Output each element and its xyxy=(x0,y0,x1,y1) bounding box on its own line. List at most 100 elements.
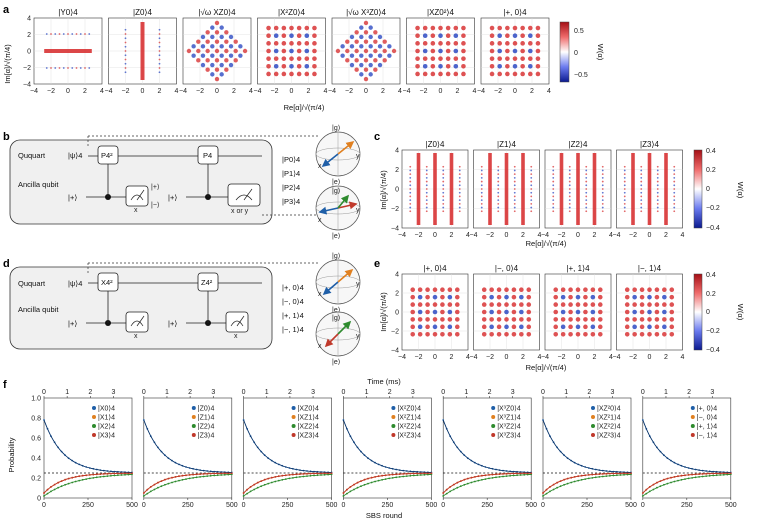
x-tick-label: 0 xyxy=(505,354,509,361)
wigner-blob xyxy=(512,71,518,77)
wigner-blob xyxy=(480,184,483,187)
wigner-blob xyxy=(289,33,294,38)
legend-marker xyxy=(92,406,96,410)
wigner-blob xyxy=(673,206,676,209)
wigner-blob xyxy=(445,71,451,77)
wigner-blob xyxy=(425,206,428,209)
wigner-blob xyxy=(432,294,438,300)
top-tick-label: 3 xyxy=(411,389,415,396)
wigner-blob xyxy=(354,39,359,44)
wigner-blob xyxy=(505,41,510,46)
wigner-blob xyxy=(58,33,61,35)
wigner-blob xyxy=(481,324,487,330)
wigner-blob xyxy=(647,153,652,225)
wigner-blob xyxy=(281,41,287,46)
wigner-blob xyxy=(512,33,518,38)
x-tick-label: 2 xyxy=(232,88,236,95)
panel-a-label: a xyxy=(3,4,10,16)
x-tick-label: 250 xyxy=(681,502,693,509)
y-tick-label: 0 xyxy=(395,310,399,317)
wigner-blob xyxy=(158,58,161,61)
wigner-blob xyxy=(513,191,516,194)
top-tick-label: 1 xyxy=(65,389,69,396)
wigner-blob xyxy=(519,287,524,293)
wigner-blob xyxy=(359,25,364,30)
bloch-sphere-b-bottom: |g⟩ |e⟩ x y xyxy=(315,185,361,240)
wigner-blob xyxy=(158,54,161,57)
wigner-blob xyxy=(440,309,445,315)
legend-marker xyxy=(191,424,196,428)
x-tick-label: −2 xyxy=(47,88,55,95)
wigner-blob xyxy=(304,41,310,46)
wigner-blob xyxy=(281,56,287,61)
wigner-blob xyxy=(520,64,525,69)
wigner-blob xyxy=(458,184,461,187)
ket-g: |g⟩ xyxy=(332,124,341,132)
psi-label: |ψ⟩4 xyxy=(68,151,82,160)
wigner-blob xyxy=(373,30,378,35)
wigner-blob xyxy=(124,37,127,40)
wigner-blob xyxy=(640,180,643,183)
wigner-blob xyxy=(158,45,161,48)
wigner-blob xyxy=(513,199,516,202)
wigner-blob xyxy=(228,62,234,68)
bloch-sphere-d-top: |g⟩ |e⟩ x y xyxy=(315,252,361,314)
x-tick-label: −4 xyxy=(613,354,621,361)
wigner-blob xyxy=(656,188,659,190)
ancilla-plus-2: |+⟩ xyxy=(168,193,177,202)
wigner-blob xyxy=(158,50,161,52)
wigner-blob xyxy=(205,39,210,44)
x-tick-label: 0 xyxy=(364,88,368,95)
ancilla-label: Ancilla qubit xyxy=(18,180,59,189)
wigner-blob xyxy=(124,67,127,69)
wigner-blob xyxy=(480,191,483,194)
wigner-blob xyxy=(447,294,453,300)
x-tick-label: 0 xyxy=(505,232,509,239)
wigner-blob xyxy=(669,309,675,315)
wigner-blob xyxy=(50,33,52,35)
wigner-blob xyxy=(496,294,502,300)
wigner-blob xyxy=(219,44,224,49)
wigner-blob xyxy=(552,191,555,194)
wigner-blob xyxy=(585,195,588,198)
wigner-blob xyxy=(281,33,287,38)
wigner-blob xyxy=(535,25,541,31)
legend-marker xyxy=(391,433,396,437)
wigner-blob xyxy=(590,317,596,322)
wigner-blob xyxy=(453,71,459,77)
wigner-blob xyxy=(505,64,510,69)
wigner-blob xyxy=(442,210,445,213)
wigner-blob xyxy=(442,180,445,183)
wigner-blob xyxy=(553,324,559,330)
wigner-blob xyxy=(656,180,659,183)
wigner-blob xyxy=(568,309,573,315)
wigner-blob xyxy=(597,317,603,322)
wigner-blob xyxy=(304,56,310,61)
panel-e-ylabel: Im[α]/√(π/4) xyxy=(379,292,388,332)
wigner-blob xyxy=(445,56,451,61)
x-tick-label: 2 xyxy=(530,88,534,95)
wigner-blob xyxy=(662,317,667,322)
wigner-blob xyxy=(79,33,82,35)
gate-p4-label: P4 xyxy=(203,151,212,160)
wigner-blob xyxy=(526,309,532,315)
panel-d-label: d xyxy=(3,258,10,270)
wigner-blob xyxy=(654,294,660,300)
top-tick-label: 3 xyxy=(112,389,116,396)
wigner-blob xyxy=(624,317,630,322)
wigner-blob xyxy=(535,71,541,77)
wigner-blob xyxy=(552,199,555,202)
wigner-blob xyxy=(458,210,461,213)
wigner-blob xyxy=(583,309,588,315)
wigner-blob xyxy=(224,67,229,72)
wigner-blob xyxy=(359,72,364,77)
top-tick-label: 1 xyxy=(265,389,269,396)
wigner-blob xyxy=(669,324,675,330)
wigner-blob xyxy=(528,64,533,69)
wigner-blob xyxy=(513,184,516,187)
wigner-blob xyxy=(84,33,86,35)
wigner-blob xyxy=(623,206,626,209)
wigner-blob xyxy=(552,210,555,213)
wigner-blob xyxy=(425,324,430,330)
